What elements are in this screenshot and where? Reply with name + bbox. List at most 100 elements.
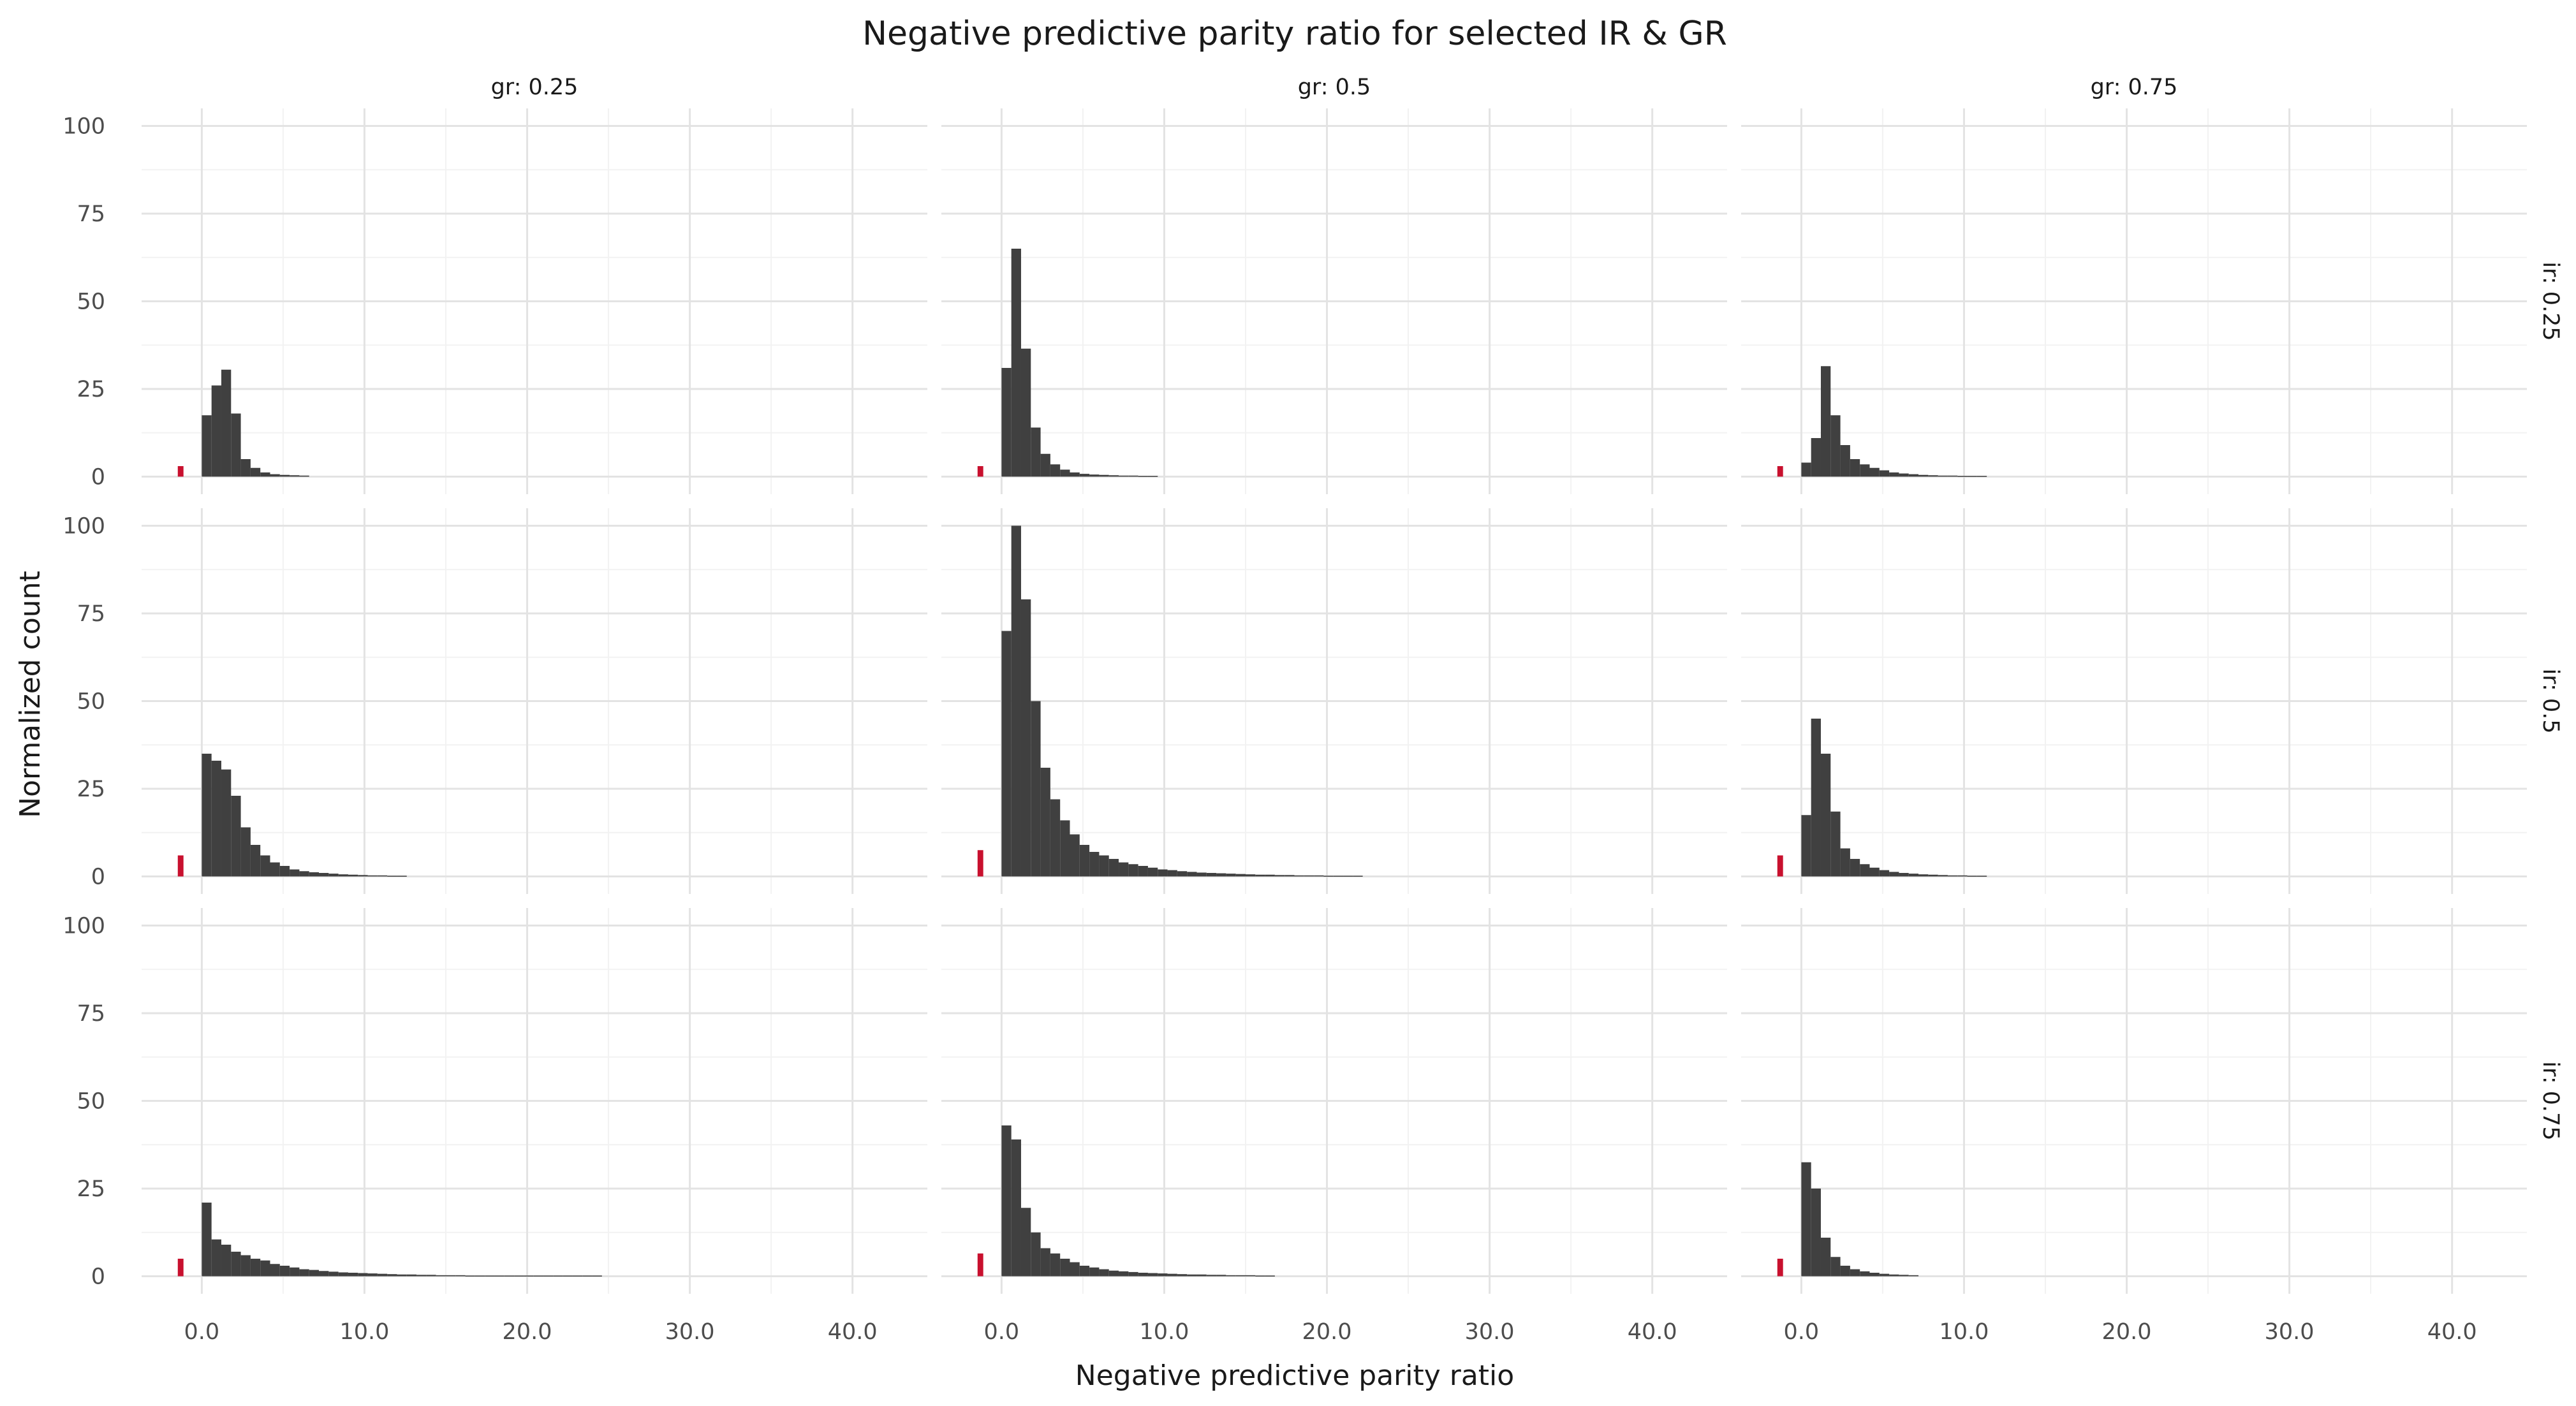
histogram-bar <box>211 1239 221 1277</box>
histogram-bar <box>1255 874 1265 877</box>
histogram-bar <box>1128 475 1138 477</box>
histogram-bar <box>1119 475 1129 477</box>
column-strip-label: gr: 0.25 <box>491 75 578 100</box>
y-tick-label: 50 <box>77 289 105 315</box>
y-tick-label: 0 <box>91 465 105 490</box>
histogram-bar <box>1314 875 1324 877</box>
histogram-bar <box>1060 820 1070 877</box>
histogram-bar <box>319 873 329 877</box>
histogram-bar <box>1050 464 1061 477</box>
histogram-bar <box>1235 874 1246 877</box>
histogram-bar <box>387 875 397 877</box>
histogram-bar <box>436 1275 446 1277</box>
histogram-bar <box>1265 874 1275 877</box>
histogram-bar <box>270 862 280 877</box>
histogram-bar <box>1167 870 1177 877</box>
histogram-bar <box>1031 427 1041 477</box>
histogram-bar <box>1820 1238 1831 1277</box>
y-tick-label: 100 <box>63 514 105 539</box>
histogram-bar <box>231 796 241 877</box>
y-tick-label: 0 <box>91 865 105 890</box>
histogram-bar <box>240 1255 251 1277</box>
histogram-bar <box>290 1267 300 1277</box>
histogram-bar <box>328 1271 339 1277</box>
column-strip-label: gr: 0.75 <box>2091 75 2178 100</box>
histogram-bar <box>221 1245 232 1277</box>
histogram-bar <box>1245 874 1256 877</box>
histogram-bar <box>1177 1274 1188 1277</box>
histogram-bar <box>250 845 261 877</box>
y-tick-label: 75 <box>77 601 105 627</box>
histogram-bar <box>1011 249 1021 477</box>
histogram-bar <box>426 1275 436 1277</box>
histogram-bar <box>1158 1273 1168 1277</box>
histogram-bar <box>1899 873 1909 877</box>
histogram-bar <box>1918 874 1929 877</box>
histogram-bar <box>1869 867 1880 877</box>
histogram-bar <box>465 1275 475 1277</box>
histogram-bar <box>1079 474 1090 477</box>
facet-panel <box>1741 108 2527 494</box>
y-tick-label: 0 <box>91 1264 105 1290</box>
histogram-bar <box>1089 474 1100 477</box>
histogram-bar <box>367 875 378 877</box>
x-tick-label: 30.0 <box>2265 1319 2315 1345</box>
histogram-bar <box>1869 1273 1880 1277</box>
facet-panel <box>142 508 927 894</box>
x-axis-title: Negative predictive parity ratio <box>1075 1359 1514 1392</box>
histogram-bar <box>1343 875 1353 877</box>
histogram-bar <box>1138 866 1148 877</box>
histogram-bar <box>1040 1248 1050 1277</box>
histogram-bar <box>270 474 280 477</box>
histogram-bar <box>1801 815 1811 877</box>
histogram-bar <box>211 385 221 477</box>
reference-marker-bar <box>977 1253 983 1277</box>
histogram-bar <box>231 413 241 477</box>
histogram-bar <box>270 1264 280 1277</box>
histogram-bar <box>1108 859 1119 877</box>
row-strip-label: ir: 0.75 <box>2538 1061 2563 1140</box>
histogram-bar <box>485 1275 495 1277</box>
histogram-bar <box>1147 867 1158 877</box>
chart-title: Negative predictive parity ratio for sel… <box>862 15 1727 53</box>
histogram-bar <box>1011 1139 1021 1277</box>
facet-panel <box>941 108 1727 494</box>
y-tick-label: 75 <box>77 1001 105 1027</box>
histogram-bar <box>1216 1275 1226 1277</box>
histogram-bar <box>1099 1269 1109 1277</box>
x-tick-label: 40.0 <box>2427 1319 2477 1345</box>
histogram-bar <box>1206 1275 1217 1277</box>
x-tick-label: 20.0 <box>1302 1319 1352 1345</box>
histogram-bar <box>1830 811 1841 877</box>
histogram-bar <box>1840 1266 1850 1277</box>
histogram-bar <box>406 1274 417 1277</box>
histogram-bar <box>1245 1275 1256 1277</box>
histogram-bar <box>416 1275 427 1277</box>
histogram-bar <box>377 875 388 877</box>
histogram-bar <box>1050 799 1061 877</box>
histogram-bar <box>377 1273 388 1277</box>
histogram-bar <box>250 467 261 477</box>
histogram-bar <box>1070 472 1080 477</box>
histogram-bar <box>1294 875 1304 877</box>
histogram-bar <box>1976 476 1987 477</box>
histogram-series <box>977 1125 1275 1277</box>
histogram-bar <box>1020 348 1031 477</box>
histogram-series <box>977 249 1158 477</box>
histogram-bar <box>533 1275 544 1277</box>
histogram-bar <box>1938 475 1948 477</box>
histogram-bar <box>387 1274 397 1277</box>
histogram-bar <box>1908 474 1919 477</box>
histogram-bar <box>358 1273 368 1277</box>
histogram-bar <box>1079 1266 1090 1277</box>
histogram-bar <box>445 1275 456 1277</box>
histogram-bar <box>338 874 348 877</box>
histogram-bar <box>367 1273 378 1277</box>
y-tick-label: 75 <box>77 201 105 227</box>
histogram-bar <box>1928 475 1938 477</box>
histogram-bar <box>1908 874 1919 877</box>
histogram-bar <box>1226 874 1236 877</box>
histogram-bar <box>1001 1125 1012 1277</box>
x-tick-label: 40.0 <box>828 1319 878 1345</box>
histogram-bar <box>1811 438 1821 477</box>
